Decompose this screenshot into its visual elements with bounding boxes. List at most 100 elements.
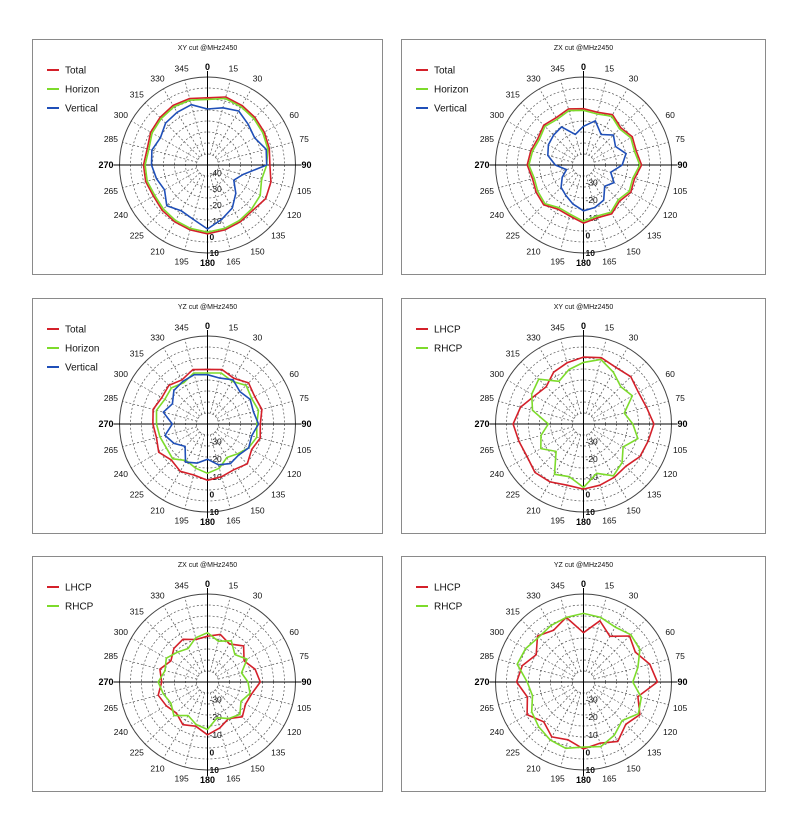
polar-chart-svg: XY cut @MHz2450 0 15 30 60 75 90 105 120 135 150 16… xyxy=(416,304,688,527)
grid-spoke xyxy=(521,619,576,675)
grid-spoke xyxy=(586,596,607,672)
grid-spoke xyxy=(210,434,231,510)
grid-spoke xyxy=(145,172,200,228)
angle-label: 225 xyxy=(130,490,144,500)
series-vertical-line xyxy=(150,103,268,230)
angle-label: 285 xyxy=(480,134,494,144)
grid-spoke xyxy=(216,637,284,677)
angle-label: 300 xyxy=(490,369,504,379)
grid-spoke xyxy=(145,689,200,745)
grid-spoke xyxy=(184,338,205,414)
angle-label: 120 xyxy=(663,210,677,220)
angle-label: 15 xyxy=(605,580,615,590)
legend-lhcp-label: LHCP xyxy=(65,583,92,594)
angle-label: 270 xyxy=(98,677,113,687)
grid-spoke xyxy=(218,684,293,706)
angle-label: 90 xyxy=(678,419,688,429)
grid-spoke xyxy=(592,429,660,469)
grid-spoke xyxy=(498,684,573,706)
grid-spoke xyxy=(210,175,231,251)
angle-label: 15 xyxy=(229,580,239,590)
angle-label: 240 xyxy=(490,210,504,220)
grid-spoke xyxy=(507,120,575,160)
grid-spoke xyxy=(210,338,231,414)
chart-title: XY cut @MHz2450 xyxy=(178,45,238,52)
series-total-line xyxy=(526,107,643,224)
grid-spoke xyxy=(218,400,293,422)
angle-label: 270 xyxy=(474,677,489,687)
chart-title: YZ cut @MHz2450 xyxy=(554,562,613,569)
grid-spoke xyxy=(521,102,576,158)
grid-spoke xyxy=(591,431,646,487)
angle-label: 315 xyxy=(506,348,520,358)
angle-label: 180 xyxy=(200,258,215,268)
series-horizon-line xyxy=(155,372,260,475)
panel-xy-cut-components: XY cut @MHz2450 0 15 30 60 75 90 105 120 135 150 16… xyxy=(32,39,383,275)
angle-label: 315 xyxy=(506,606,520,616)
radial-tick-label: 0 xyxy=(210,747,215,757)
grid-spoke xyxy=(507,379,575,419)
angle-label: 15 xyxy=(605,63,615,73)
grid-spoke xyxy=(145,102,200,158)
angle-label: 300 xyxy=(114,369,128,379)
grid-spoke xyxy=(218,426,293,448)
grid-spoke xyxy=(586,79,607,155)
grid-spoke xyxy=(586,434,607,510)
angle-label: 30 xyxy=(629,590,639,600)
grid-spoke xyxy=(592,120,660,160)
grid-spoke xyxy=(210,692,231,768)
angle-label: 60 xyxy=(289,627,299,637)
angle-label: 315 xyxy=(130,348,144,358)
grid-spoke xyxy=(163,433,203,501)
grid-spoke xyxy=(131,637,199,677)
radial-tick-label: 10 xyxy=(210,248,220,258)
grid-spoke xyxy=(594,426,669,448)
angle-label: 300 xyxy=(490,110,504,120)
angle-label: 330 xyxy=(526,590,540,600)
grid-spoke xyxy=(131,120,199,160)
angle-label: 225 xyxy=(506,748,520,758)
grid-spoke xyxy=(145,361,200,417)
angle-label: 135 xyxy=(271,231,285,241)
angle-label: 270 xyxy=(474,419,489,429)
angle-label: 105 xyxy=(673,445,687,455)
grid-spoke xyxy=(216,379,284,419)
grid-spoke xyxy=(592,170,660,210)
radial-tick-label: -30 xyxy=(586,178,599,188)
radial-tick-label: -30 xyxy=(586,437,599,447)
angle-label: 265 xyxy=(104,186,118,196)
angle-label: 0 xyxy=(205,321,210,331)
angle-label: 150 xyxy=(250,764,264,774)
grid-spoke xyxy=(122,426,197,448)
angle-label: 0 xyxy=(581,321,586,331)
angle-label: 120 xyxy=(287,469,301,479)
chart-title: YZ cut @MHz2450 xyxy=(178,304,237,311)
grid-spoke xyxy=(594,167,669,189)
panel-yz-cut-components: YZ cut @MHz2450 0 15 30 60 75 90 105 120 135 150 16… xyxy=(32,298,383,534)
angle-label: 210 xyxy=(526,247,540,257)
angle-label: 105 xyxy=(673,186,687,196)
angle-label: 75 xyxy=(299,134,309,144)
grid-spoke xyxy=(184,692,205,768)
angle-label: 120 xyxy=(663,727,677,737)
grid-spoke xyxy=(498,426,573,448)
grid-spoke xyxy=(539,347,579,415)
angle-label: 75 xyxy=(675,651,685,661)
angle-label: 135 xyxy=(647,748,661,758)
angle-label: 225 xyxy=(130,748,144,758)
grid-spoke xyxy=(498,141,573,163)
grid-spoke xyxy=(218,658,293,680)
angle-label: 60 xyxy=(289,369,299,379)
angle-label: 75 xyxy=(675,134,685,144)
series-rhcp-line xyxy=(530,358,639,489)
angle-label: 150 xyxy=(250,506,264,516)
grid-spoke xyxy=(521,689,576,745)
grid-spoke xyxy=(498,400,573,422)
angle-label: 135 xyxy=(271,490,285,500)
radial-tick-label: 0 xyxy=(210,232,215,242)
grid-spoke xyxy=(215,689,270,745)
angle-label: 210 xyxy=(150,764,164,774)
polar-chart-svg: ZX cut @MHz2450 0 15 30 60 75 90 105 120 135 150 16… xyxy=(47,562,312,785)
grid-spoke xyxy=(184,79,205,155)
grid-spoke xyxy=(210,596,231,672)
